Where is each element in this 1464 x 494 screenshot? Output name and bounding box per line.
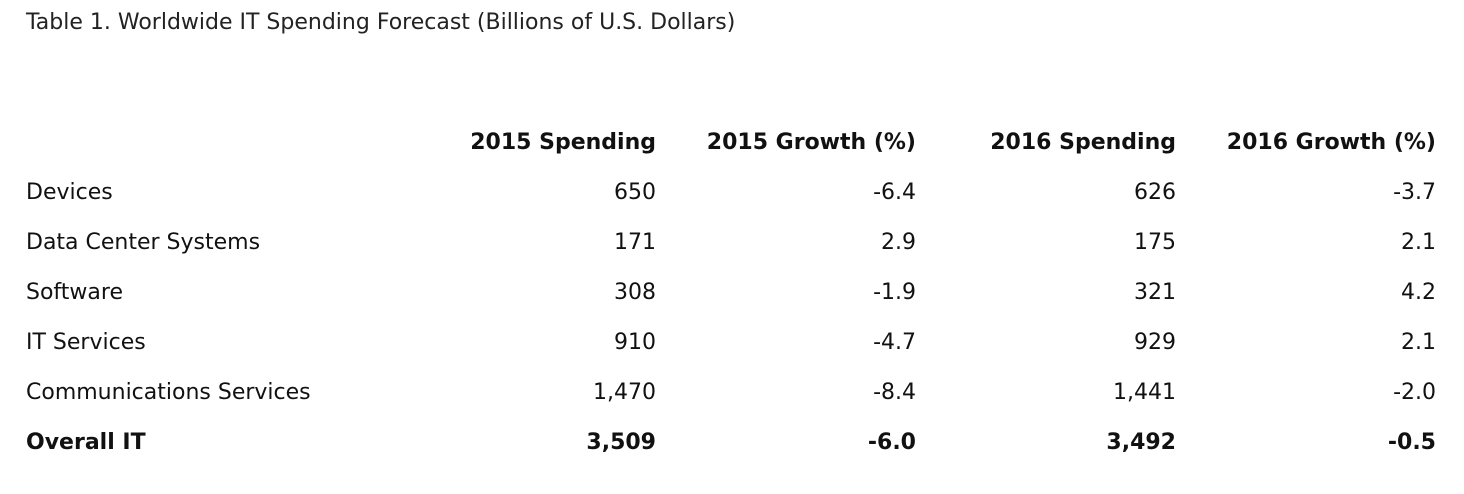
cell-2015-growth: 2.9 <box>881 230 916 255</box>
cell-2016-growth: 2.1 <box>1401 330 1436 355</box>
header-2015-growth: 2015 Growth (%) <box>706 130 916 155</box>
row-label: Devices <box>26 180 113 205</box>
table-header-row: 2015 Spending 2015 Growth (%) 2016 Spend… <box>26 118 1436 168</box>
cell-2015-spending: 1,470 <box>593 380 656 405</box>
row-label: Communications Services <box>26 380 311 405</box>
total-2016-growth: -0.5 <box>1387 430 1436 455</box>
cell-2015-growth: -4.7 <box>873 330 916 355</box>
cell-2016-growth: 2.1 <box>1401 230 1436 255</box>
cell-2015-spending: 308 <box>614 280 656 305</box>
table-row: Communications Services 1,470 -8.4 1,441… <box>26 368 1436 418</box>
table-row: IT Services 910 -4.7 929 2.1 <box>26 318 1436 368</box>
table-caption: Table 1. Worldwide IT Spending Forecast … <box>26 10 736 35</box>
cell-2016-spending: 321 <box>1134 280 1176 305</box>
table-row: Software 308 -1.9 321 4.2 <box>26 268 1436 318</box>
row-label: Data Center Systems <box>26 230 261 255</box>
cell-2015-growth: -8.4 <box>873 380 916 405</box>
cell-2015-spending: 650 <box>614 180 656 205</box>
cell-2016-spending: 626 <box>1134 180 1176 205</box>
row-label: IT Services <box>26 330 146 355</box>
cell-2016-growth: -3.7 <box>1393 180 1436 205</box>
total-2015-growth: -6.0 <box>867 430 916 455</box>
header-category <box>26 118 448 168</box>
cell-2016-growth: -2.0 <box>1393 380 1436 405</box>
total-2016-spending: 3,492 <box>1106 430 1176 455</box>
header-2016-spending: 2016 Spending <box>990 130 1176 155</box>
total-2015-spending: 3,509 <box>586 430 656 455</box>
cell-2015-growth: -6.4 <box>873 180 916 205</box>
it-spending-table: 2015 Spending 2015 Growth (%) 2016 Spend… <box>26 118 1436 468</box>
table-row: Devices 650 -6.4 626 -3.7 <box>26 168 1436 218</box>
table-total-row: Overall IT 3,509 -6.0 3,492 -0.5 <box>26 418 1436 468</box>
total-label: Overall IT <box>26 430 146 455</box>
header-2016-growth: 2016 Growth (%) <box>1226 130 1436 155</box>
cell-2016-growth: 4.2 <box>1401 280 1436 305</box>
cell-2016-spending: 175 <box>1134 230 1176 255</box>
cell-2015-growth: -1.9 <box>873 280 916 305</box>
header-2015-spending: 2015 Spending <box>470 130 656 155</box>
cell-2016-spending: 929 <box>1134 330 1176 355</box>
cell-2016-spending: 1,441 <box>1113 380 1176 405</box>
table-row: Data Center Systems 171 2.9 175 2.1 <box>26 218 1436 268</box>
cell-2015-spending: 910 <box>614 330 656 355</box>
cell-2015-spending: 171 <box>614 230 656 255</box>
row-label: Software <box>26 280 123 305</box>
